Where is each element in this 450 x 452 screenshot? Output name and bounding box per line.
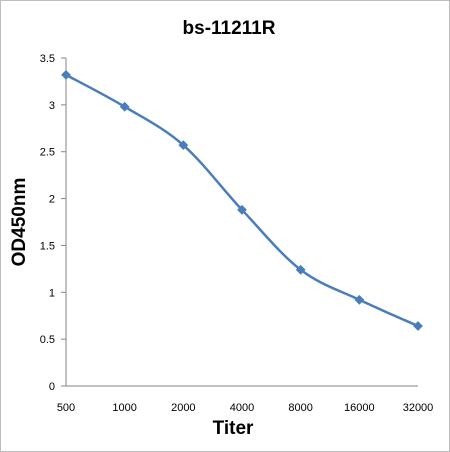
y-axis-ticks: 0 0.5 1 1.5 2 2.5 3 3.5 (40, 53, 66, 393)
data-point (354, 294, 365, 305)
y-tick-label: 1.5 (40, 240, 55, 252)
x-tick-label: 500 (57, 402, 75, 414)
y-tick-label: 2 (49, 194, 55, 206)
data-point (119, 101, 130, 112)
x-tick-label: 16000 (344, 402, 375, 414)
data-point (413, 321, 423, 331)
x-axis-ticks: 500 1000 2000 4000 8000 16000 32000 (57, 402, 433, 414)
y-tick-label: 0.5 (40, 334, 55, 346)
x-tick-label: 4000 (230, 402, 254, 414)
y-tick-label: 0 (49, 381, 55, 393)
series-markers (61, 69, 423, 331)
data-point (237, 204, 247, 215)
y-tick-label: 3.5 (40, 53, 55, 65)
y-tick-label: 3 (49, 100, 55, 112)
data-point (61, 69, 71, 80)
chart-title: bs-11211R (183, 18, 276, 39)
x-tick-label: 2000 (171, 402, 195, 414)
x-axis-title: Titer (213, 418, 254, 439)
x-tick-label: 8000 (288, 402, 312, 414)
x-tick-label: 32000 (403, 402, 434, 414)
data-point (178, 140, 189, 151)
y-tick-label: 2.5 (40, 147, 55, 159)
data-point (295, 264, 306, 275)
axes (65, 58, 418, 387)
series-path (64, 73, 420, 328)
x-tick-label: 1000 (112, 402, 136, 414)
y-axis-title: OD450nm (9, 178, 30, 267)
series-line (64, 73, 420, 328)
y-tick-label: 1 (49, 287, 55, 299)
